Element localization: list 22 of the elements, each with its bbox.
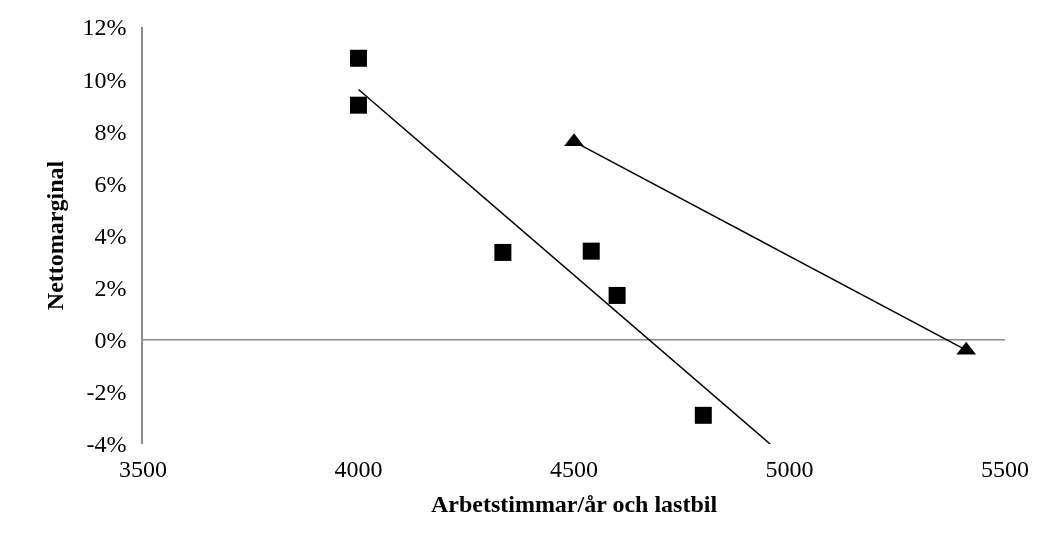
y-tick-label: 0%	[94, 327, 127, 354]
point	[608, 286, 626, 304]
point	[582, 242, 600, 260]
y-tick-label: 12%	[82, 14, 127, 41]
y-tick-label: -2%	[86, 379, 127, 406]
y-axis-title: Nettomarginal	[42, 160, 69, 311]
y-tick-label: 2%	[94, 275, 127, 302]
point	[494, 243, 512, 261]
x-axis-title: Arbetstimmar/år och lastbil	[430, 491, 718, 518]
point	[350, 96, 367, 114]
point	[694, 406, 712, 424]
y-tick-label: 6%	[94, 170, 127, 197]
y-tick-label: -4%	[86, 431, 127, 458]
x-tick-label: 3500	[119, 456, 167, 482]
x-tick-label: 5500	[981, 456, 1029, 482]
y-tick-label: 4%	[94, 222, 127, 249]
x-tick-label: 5000	[765, 456, 814, 482]
y-tick-label: 10%	[82, 66, 127, 93]
y-tick-label: 8%	[94, 118, 127, 145]
point	[350, 49, 367, 67]
x-tick-label: 4000	[334, 456, 383, 482]
x-tick-label: 4500	[550, 456, 598, 482]
